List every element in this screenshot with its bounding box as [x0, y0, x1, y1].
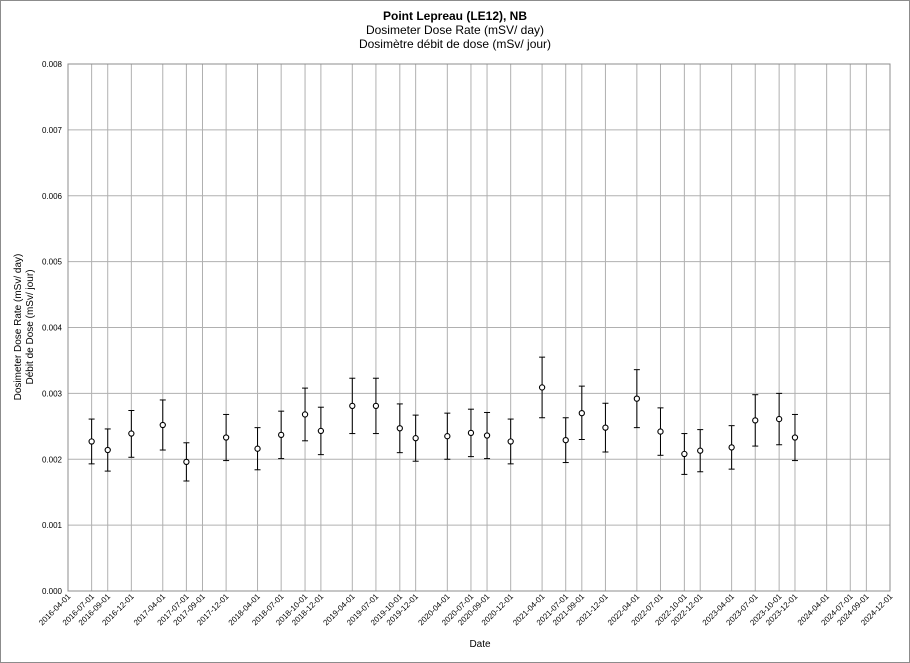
y-tick-label: 0.002 [42, 455, 63, 464]
chart-title-block: Point Lepreau (LE12), NB Dosimeter Dose … [0, 9, 910, 51]
data-point [752, 417, 759, 424]
data-point [412, 435, 419, 442]
data-point [728, 444, 735, 451]
data-point [578, 409, 585, 417]
data-point [697, 447, 704, 454]
data-point [254, 445, 261, 452]
plot-area-border [67, 63, 891, 592]
error-bars [88, 356, 798, 482]
data-point [396, 425, 403, 432]
y-tick-label: 0.000 [42, 587, 63, 596]
chart-subtitle-french: Dosimètre débit de dose (mSv/ jour) [358, 37, 552, 51]
y-tick-label: 0.003 [42, 389, 63, 398]
data-point [657, 428, 664, 435]
y-tick-label: 0.007 [42, 126, 63, 135]
data-point [507, 438, 514, 445]
x-axis-title: Date [469, 639, 491, 650]
y-tick-label: 0.008 [42, 60, 63, 69]
data-point [278, 431, 285, 439]
y-axis-title-french: Débit de Dose (mSv/ jour) [25, 269, 36, 384]
data-point [301, 411, 309, 418]
data-points [88, 384, 799, 466]
data-point [372, 402, 380, 410]
x-tick-labels: 2016-04-012016-07-012016-09-012016-12-01… [37, 592, 895, 628]
y-tick-label: 0.006 [42, 192, 63, 201]
y-tick-label: 0.001 [42, 521, 63, 530]
grid-layer [67, 63, 891, 592]
data-point [222, 434, 230, 441]
data-point [104, 446, 111, 454]
y-tick-labels: 0.000 0.001 0.002 0.003 0.004 0.005 0.006 0.007… [42, 60, 63, 596]
data-point [633, 395, 641, 402]
data-point [775, 415, 783, 423]
data-point [562, 436, 569, 444]
chart-title: Point Lepreau (LE12), NB [382, 9, 528, 23]
y-axis-title: Dosimeter Dose Rate (mSv/ day) [13, 254, 24, 401]
data-point [128, 430, 135, 437]
data-point [317, 427, 325, 435]
data-point [538, 384, 546, 391]
data-point [444, 433, 451, 440]
chart-subtitle: Dosimeter Dose Rate (mSV/ day) [365, 23, 545, 37]
y-tick-label: 0.005 [42, 258, 63, 267]
data-point [681, 450, 688, 458]
data-point [183, 458, 190, 466]
data-point [483, 432, 491, 439]
data-point [88, 438, 95, 445]
data-point [791, 434, 799, 441]
data-point [602, 424, 609, 431]
data-point [349, 402, 356, 410]
data-point [467, 429, 475, 437]
data-point [159, 421, 166, 429]
y-tick-label: 0.004 [42, 324, 63, 333]
